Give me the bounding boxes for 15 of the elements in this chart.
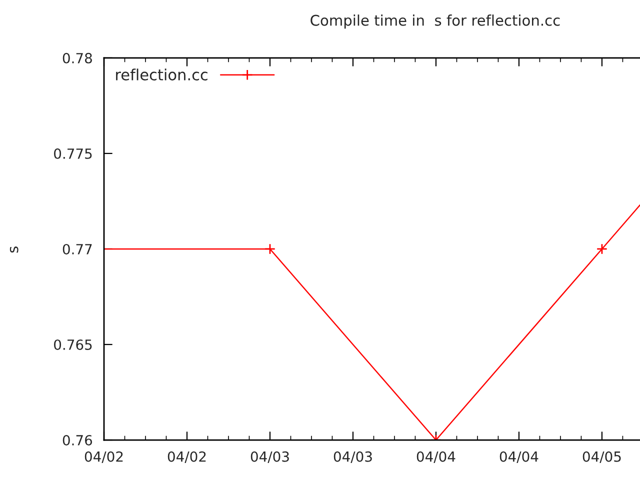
x-tick-label: 04/02 [84, 451, 123, 463]
x-tick-label: 04/03 [334, 451, 372, 463]
x-tick-label: 04/04 [500, 451, 538, 463]
y-tick-label: 0.76 [62, 434, 92, 446]
x-tick-label: 04/02 [168, 451, 206, 463]
legend-label: reflection.cc [116, 68, 208, 80]
y-tick-label: 0.77 [62, 244, 92, 254]
y-tick-label: 0.78 [62, 52, 92, 64]
y-axis-title: s [10, 246, 18, 253]
y-tick-label: 0.775 [54, 148, 92, 159]
chart-title: Compile time in s for reflection.cc [310, 14, 560, 29]
x-tick-label: 04/05 [582, 451, 621, 463]
x-tick-label: 04/04 [416, 451, 456, 463]
x-tick-label: 04/03 [250, 451, 289, 463]
y-tick-label: 0.765 [54, 339, 92, 350]
